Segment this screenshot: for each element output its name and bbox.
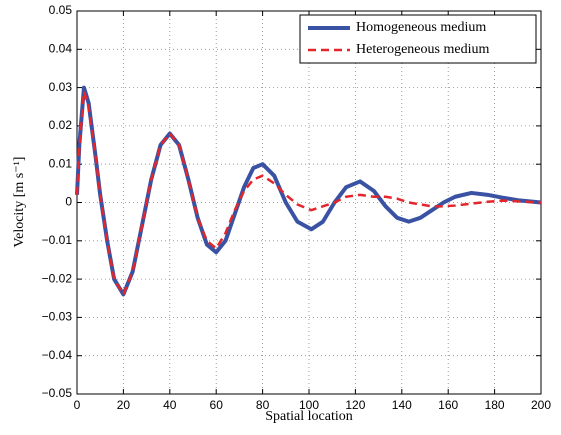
x-tick-label: 20 bbox=[117, 398, 131, 412]
x-tick-label: 100 bbox=[299, 398, 319, 412]
y-tick-label: −0.01 bbox=[42, 233, 73, 247]
x-tick-label: 60 bbox=[210, 398, 224, 412]
x-tick-label: 120 bbox=[345, 398, 365, 412]
legend-label: Heterogeneous medium bbox=[356, 42, 489, 57]
x-tick-label: 200 bbox=[531, 398, 551, 412]
y-tick-label: −0.05 bbox=[42, 386, 73, 400]
y-tick-label: −0.03 bbox=[42, 310, 73, 324]
y-tick-label: 0.01 bbox=[49, 156, 73, 170]
x-tick-label: 160 bbox=[438, 398, 458, 412]
y-tick-label: −0.04 bbox=[42, 348, 73, 362]
x-tick-label: 140 bbox=[392, 398, 412, 412]
y-tick-label: 0.02 bbox=[49, 118, 73, 132]
y-tick-label: 0.05 bbox=[49, 3, 73, 17]
x-tick-label: 40 bbox=[163, 398, 177, 412]
y-tick-label: 0 bbox=[65, 195, 72, 209]
x-axis-label: Spatial location bbox=[265, 409, 352, 424]
y-tick-label: 0.04 bbox=[49, 41, 73, 55]
x-tick-label: 180 bbox=[485, 398, 505, 412]
x-tick-label: 80 bbox=[256, 398, 270, 412]
legend-label: Homogeneous medium bbox=[356, 20, 486, 35]
data-line bbox=[75, 90, 542, 296]
legend-box bbox=[299, 14, 537, 64]
y-axis-label: Velocity [m s⁻¹] bbox=[12, 157, 27, 248]
x-tick-label: 0 bbox=[74, 398, 81, 412]
y-tick-label: 0.03 bbox=[49, 80, 73, 94]
y-tick-label: −0.02 bbox=[42, 271, 73, 285]
